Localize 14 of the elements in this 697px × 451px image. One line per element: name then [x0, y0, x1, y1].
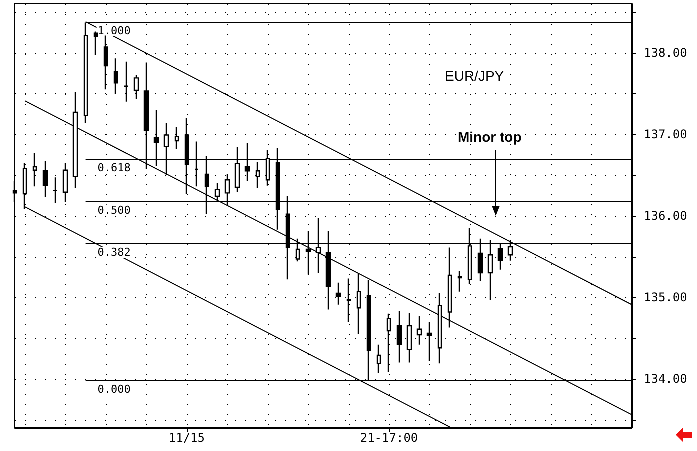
- y-tick-label: 137.00: [644, 127, 688, 142]
- annotation: 0.618: [98, 161, 131, 174]
- y-tick-label: 134.00: [644, 372, 688, 386]
- y-tick-label: 135.00: [644, 290, 688, 305]
- y-tick-label: 138.00: [644, 46, 688, 60]
- annotation: Minor top: [458, 129, 522, 145]
- annotation: 1.000: [98, 24, 131, 38]
- y-tick-label: 136.00: [644, 209, 688, 223]
- annotation: 0.382: [98, 246, 131, 260]
- annotation: 0.000: [98, 383, 131, 396]
- text: EUR/JPY: [445, 68, 505, 84]
- x-tick-label: 21-17:00: [360, 431, 418, 445]
- annotation: 0.500: [98, 204, 131, 217]
- x-tick-label: 11/15: [168, 431, 206, 445]
